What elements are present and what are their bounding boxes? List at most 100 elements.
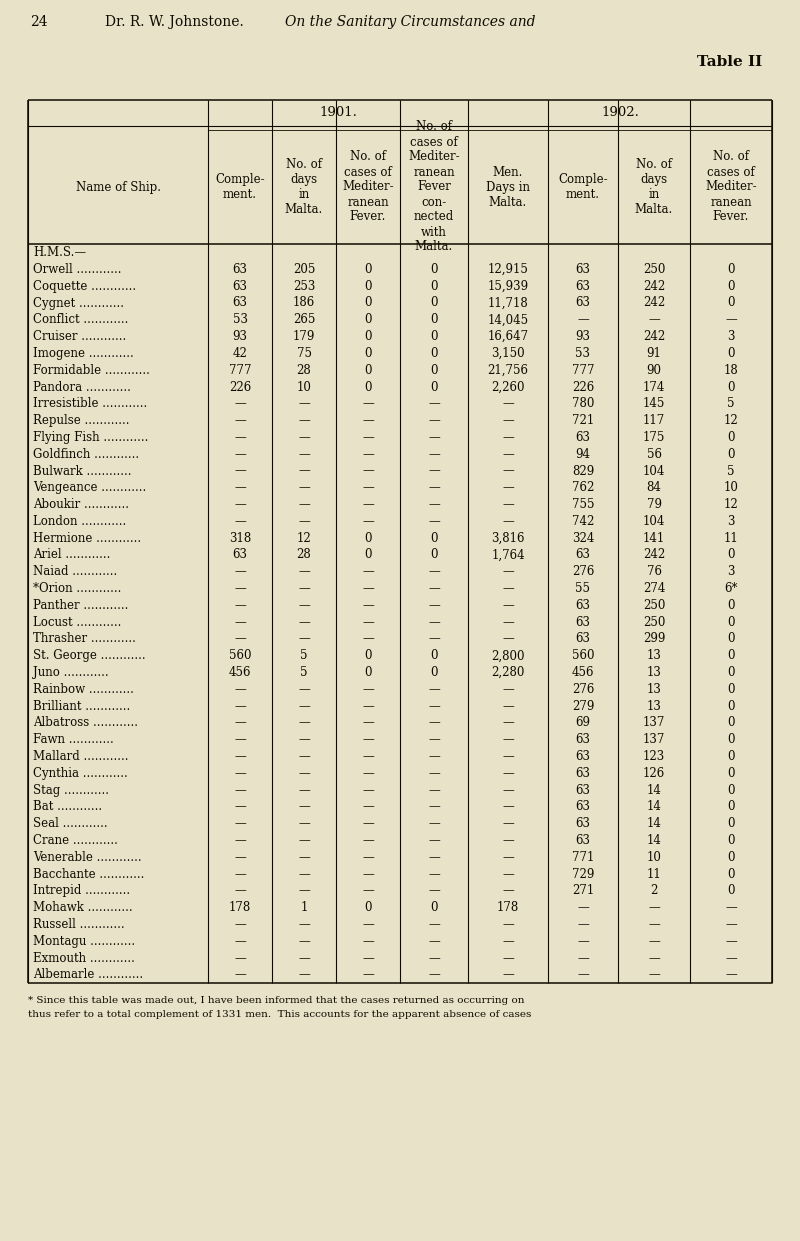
Text: 0: 0 bbox=[727, 750, 734, 763]
Text: —: — bbox=[428, 700, 440, 712]
Text: —: — bbox=[234, 818, 246, 830]
Text: No. of
days
in
Malta.: No. of days in Malta. bbox=[635, 158, 673, 216]
Text: —: — bbox=[234, 498, 246, 511]
Text: 137: 137 bbox=[643, 733, 665, 746]
Text: —: — bbox=[428, 716, 440, 730]
Text: —: — bbox=[234, 733, 246, 746]
Text: —: — bbox=[298, 599, 310, 612]
Text: —: — bbox=[648, 313, 660, 326]
Text: —: — bbox=[362, 616, 374, 629]
Text: 91: 91 bbox=[646, 347, 662, 360]
Text: —: — bbox=[298, 431, 310, 444]
Text: Juno ............: Juno ............ bbox=[33, 666, 109, 679]
Text: 0: 0 bbox=[727, 549, 734, 561]
Text: —: — bbox=[298, 918, 310, 931]
Text: —: — bbox=[362, 952, 374, 964]
Text: —: — bbox=[362, 834, 374, 848]
Text: —: — bbox=[428, 834, 440, 848]
Text: —: — bbox=[234, 968, 246, 982]
Text: Albatross ............: Albatross ............ bbox=[33, 716, 138, 730]
Text: —: — bbox=[502, 716, 514, 730]
Text: —: — bbox=[428, 498, 440, 511]
Text: 276: 276 bbox=[572, 683, 594, 696]
Text: —: — bbox=[428, 633, 440, 645]
Text: —: — bbox=[362, 482, 374, 494]
Text: Locust ............: Locust ............ bbox=[33, 616, 122, 629]
Text: 299: 299 bbox=[643, 633, 665, 645]
Text: 28: 28 bbox=[297, 549, 311, 561]
Text: On the Sanitary Circumstances and: On the Sanitary Circumstances and bbox=[285, 15, 535, 29]
Text: 18: 18 bbox=[724, 364, 738, 377]
Text: 0: 0 bbox=[727, 347, 734, 360]
Text: —: — bbox=[428, 566, 440, 578]
Text: 63: 63 bbox=[233, 549, 247, 561]
Text: 0: 0 bbox=[364, 330, 372, 343]
Text: 63: 63 bbox=[575, 767, 590, 779]
Text: 0: 0 bbox=[727, 800, 734, 814]
Text: 0: 0 bbox=[727, 716, 734, 730]
Text: —: — bbox=[298, 515, 310, 527]
Text: 42: 42 bbox=[233, 347, 247, 360]
Text: —: — bbox=[234, 431, 246, 444]
Text: 53: 53 bbox=[575, 347, 590, 360]
Text: —: — bbox=[298, 464, 310, 478]
Text: —: — bbox=[234, 934, 246, 948]
Text: Aboukir ............: Aboukir ............ bbox=[33, 498, 129, 511]
Text: 94: 94 bbox=[575, 448, 590, 460]
Text: 10: 10 bbox=[646, 851, 662, 864]
Text: —: — bbox=[298, 885, 310, 897]
Text: —: — bbox=[502, 498, 514, 511]
Text: —: — bbox=[234, 633, 246, 645]
Text: —: — bbox=[298, 716, 310, 730]
Text: 729: 729 bbox=[572, 867, 594, 881]
Text: —: — bbox=[234, 683, 246, 696]
Text: 0: 0 bbox=[430, 330, 438, 343]
Text: —: — bbox=[502, 818, 514, 830]
Text: —: — bbox=[428, 918, 440, 931]
Text: —: — bbox=[502, 700, 514, 712]
Text: Pandora ............: Pandora ............ bbox=[33, 381, 131, 393]
Text: —: — bbox=[362, 683, 374, 696]
Text: —: — bbox=[298, 448, 310, 460]
Text: —: — bbox=[428, 464, 440, 478]
Text: Comple-
ment.: Comple- ment. bbox=[558, 172, 608, 201]
Text: 141: 141 bbox=[643, 531, 665, 545]
Text: —: — bbox=[234, 834, 246, 848]
Text: —: — bbox=[234, 414, 246, 427]
Text: —: — bbox=[428, 885, 440, 897]
Text: —: — bbox=[234, 800, 246, 814]
Text: Crane ............: Crane ............ bbox=[33, 834, 118, 848]
Text: Intrepid ............: Intrepid ............ bbox=[33, 885, 130, 897]
Text: —: — bbox=[648, 901, 660, 915]
Text: 1: 1 bbox=[300, 901, 308, 915]
Text: Goldfinch ............: Goldfinch ............ bbox=[33, 448, 139, 460]
Text: 75: 75 bbox=[297, 347, 311, 360]
Text: 63: 63 bbox=[575, 633, 590, 645]
Text: Hermione ............: Hermione ............ bbox=[33, 531, 141, 545]
Text: 175: 175 bbox=[643, 431, 665, 444]
Text: Rainbow ............: Rainbow ............ bbox=[33, 683, 134, 696]
Text: —: — bbox=[298, 818, 310, 830]
Text: 0: 0 bbox=[364, 531, 372, 545]
Text: —: — bbox=[298, 968, 310, 982]
Text: —: — bbox=[725, 968, 737, 982]
Text: 226: 226 bbox=[229, 381, 251, 393]
Text: London ............: London ............ bbox=[33, 515, 126, 527]
Text: —: — bbox=[502, 582, 514, 596]
Text: Orwell ............: Orwell ............ bbox=[33, 263, 122, 276]
Text: —: — bbox=[234, 566, 246, 578]
Text: —: — bbox=[428, 515, 440, 527]
Text: —: — bbox=[362, 431, 374, 444]
Text: Ariel ............: Ariel ............ bbox=[33, 549, 110, 561]
Text: 63: 63 bbox=[575, 616, 590, 629]
Text: —: — bbox=[502, 834, 514, 848]
Text: —: — bbox=[648, 952, 660, 964]
Text: Seal ............: Seal ............ bbox=[33, 818, 108, 830]
Text: 721: 721 bbox=[572, 414, 594, 427]
Text: 0: 0 bbox=[430, 313, 438, 326]
Text: 0: 0 bbox=[364, 381, 372, 393]
Text: 0: 0 bbox=[364, 649, 372, 663]
Text: —: — bbox=[234, 867, 246, 881]
Text: —: — bbox=[428, 800, 440, 814]
Text: 63: 63 bbox=[575, 279, 590, 293]
